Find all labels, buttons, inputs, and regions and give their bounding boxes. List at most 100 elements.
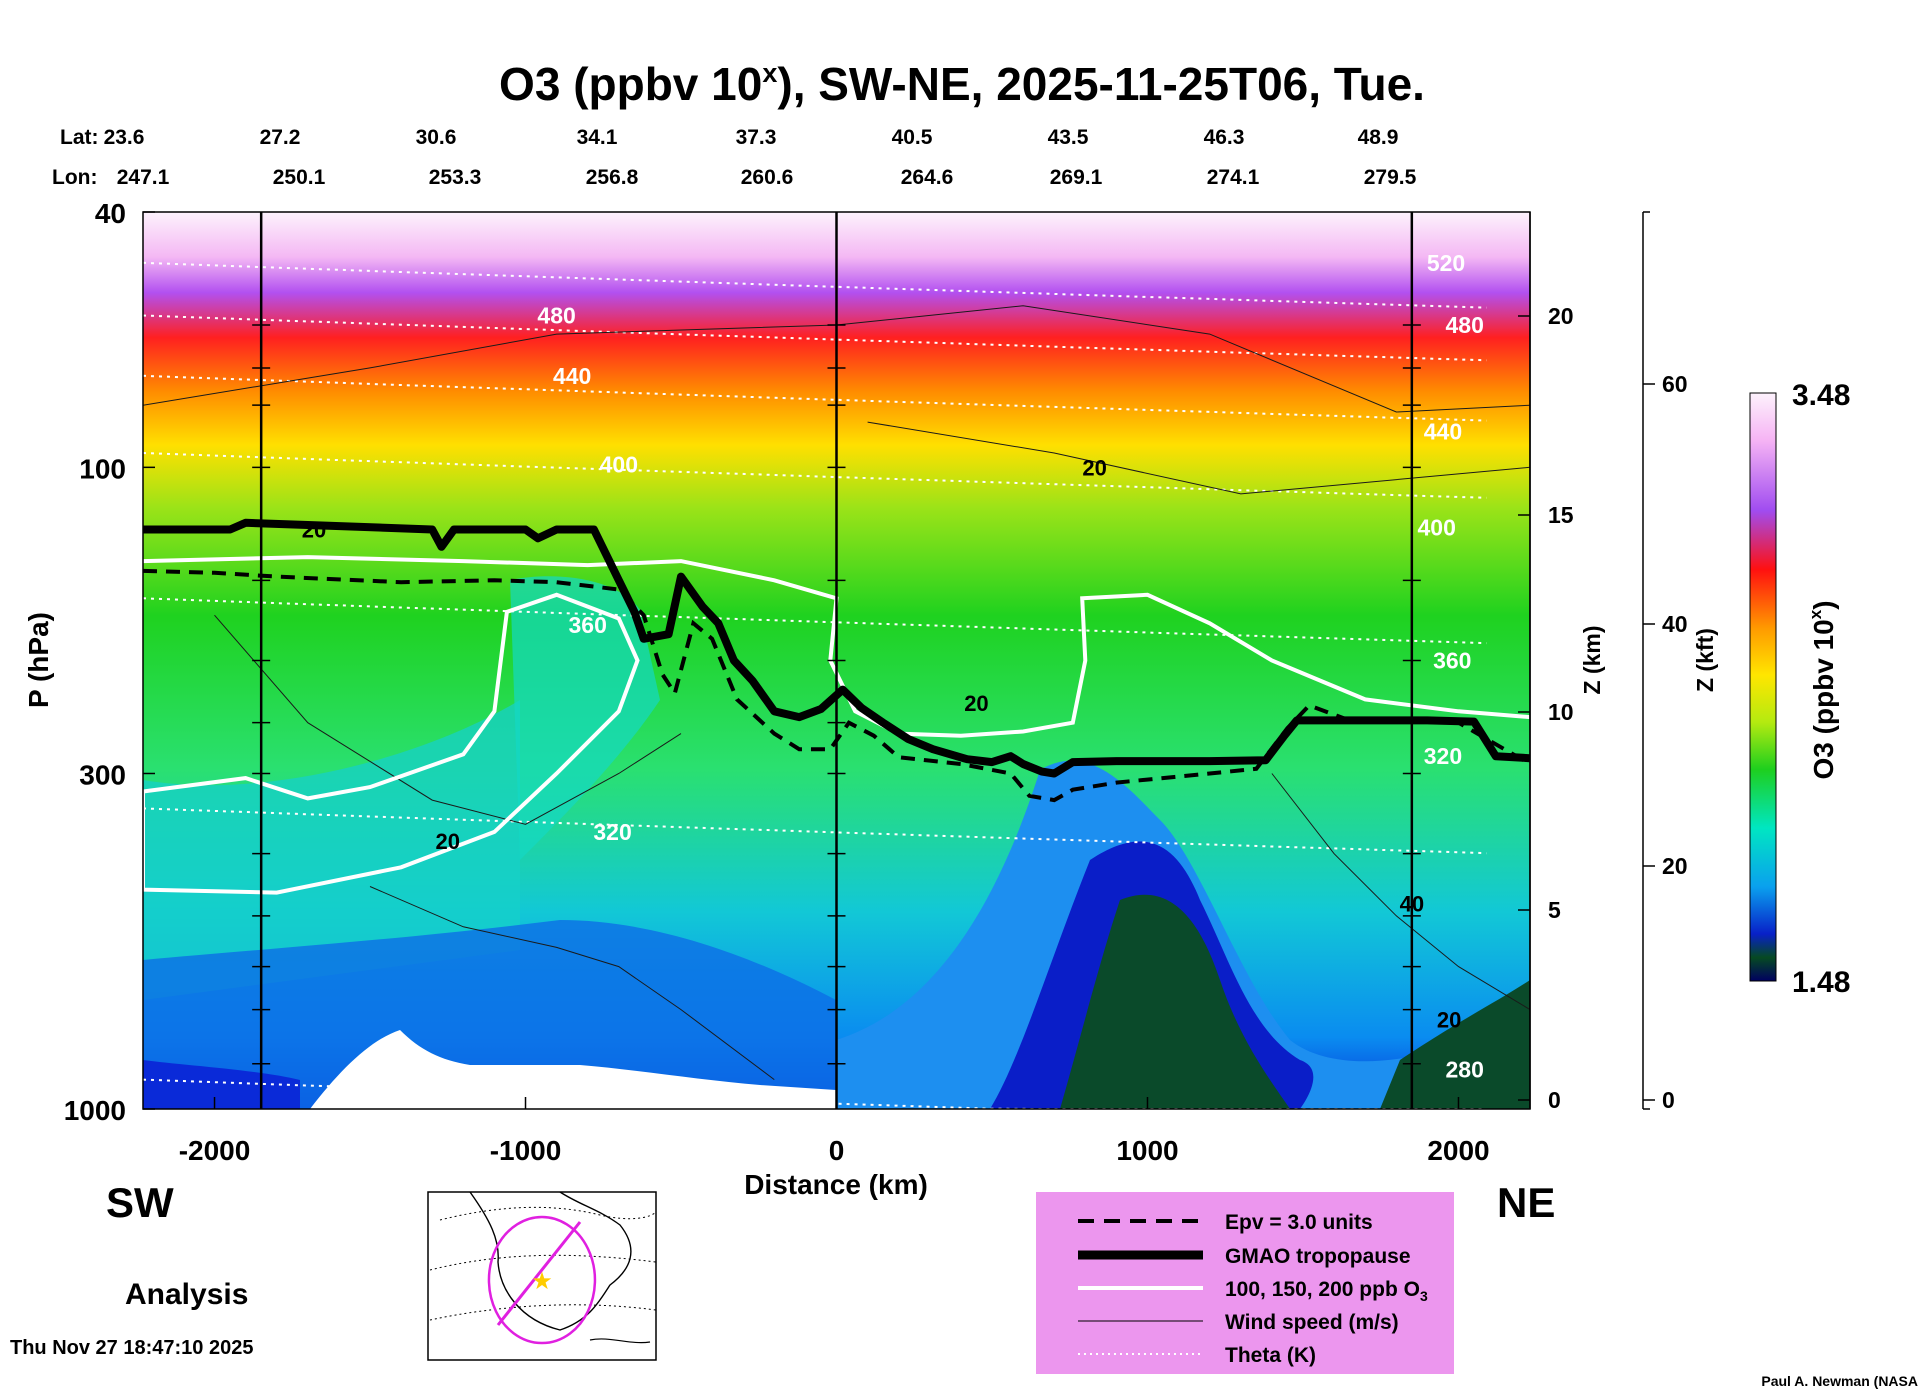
wind-label: 40 <box>1400 891 1424 916</box>
lat-value: 40.5 <box>892 126 933 149</box>
y-tick-label: 1000 <box>64 1095 126 1126</box>
lon-value: 253.3 <box>429 166 482 189</box>
theta-label: 400 <box>600 452 638 478</box>
theta-label: 480 <box>537 303 575 329</box>
inset-center-star: ★ <box>531 1268 553 1295</box>
theta-label: 360 <box>569 612 607 638</box>
x-axis-label: Distance (km) <box>744 1169 928 1200</box>
colorbar-min-label: 1.48 <box>1792 966 1850 999</box>
y-tick-label: 100 <box>79 453 126 484</box>
ozone-darkgreen-region <box>1060 894 1290 1109</box>
legend: Epv = 3.0 units GMAO tropopause 100, 150, … <box>1078 1211 1428 1367</box>
ozone-blue-left-region <box>143 920 836 1109</box>
lat-header-label: Lat: <box>60 126 99 149</box>
inset-map: ★ <box>427 1191 657 1361</box>
epv-dashed-line <box>143 568 1530 803</box>
lat-value: 46.3 <box>1204 126 1245 149</box>
x-tick-label: 1000 <box>1116 1135 1178 1166</box>
z-km-tick-label: 10 <box>1548 699 1574 725</box>
lon-value: 274.1 <box>1207 166 1260 189</box>
epv-contour <box>143 568 1530 803</box>
y-tick-label: 300 <box>79 759 126 790</box>
z-kft-tick-label: 60 <box>1662 371 1688 397</box>
wind-speed-contours <box>143 305 1530 1080</box>
legend-label: Epv = 3.0 units <box>1225 1211 1373 1234</box>
gmao-tropopause <box>143 518 1530 778</box>
x-tick-label: 2000 <box>1427 1135 1489 1166</box>
legend-label: Theta (K) <box>1225 1344 1316 1367</box>
timestamp: Thu Nov 27 18:47:10 2025 <box>10 1337 253 1359</box>
wind-isotach <box>214 614 682 825</box>
lon-value: 279.5 <box>1364 166 1417 189</box>
theta-line <box>143 314 1487 362</box>
x-axis: -2000 -1000 0 1000 2000 <box>179 1097 1490 1166</box>
lat-value: 34.1 <box>577 126 618 149</box>
z-kft-tick-label: 40 <box>1662 611 1688 637</box>
legend-label: Wind speed (m/s) <box>1225 1311 1399 1334</box>
theta-label: 400 <box>1418 514 1456 540</box>
vertical-marker-lines <box>252 212 1421 1109</box>
z-km-tick-label: 5 <box>1548 897 1561 923</box>
lat-value: 48.9 <box>1358 126 1399 149</box>
lon-value: 247.1 <box>117 166 170 189</box>
analysis-label: Analysis <box>125 1278 248 1311</box>
z-kft-axis: 60 40 20 0 <box>1642 211 1688 1113</box>
ozone-100ppb-contour <box>143 592 640 895</box>
z-km-tick-label: 15 <box>1548 502 1574 528</box>
z-km-tick-label: 0 <box>1548 1087 1561 1113</box>
wind-label: 20 <box>436 829 460 854</box>
wind-isotach <box>867 421 1530 495</box>
ozone-cyan-mid-region <box>510 576 660 860</box>
ozone-cyan-left-region <box>143 700 520 1000</box>
colorbar-title: O3 (ppbv 10x) <box>1806 600 1839 779</box>
x-tick-label: -2000 <box>179 1135 251 1166</box>
lon-value: 269.1 <box>1050 166 1103 189</box>
wind-isotach <box>369 886 775 1080</box>
wind-isotach <box>143 305 1530 413</box>
z-km-axis: 20 15 10 5 0 <box>1518 212 1574 1113</box>
inset-domain-circle <box>487 1215 597 1345</box>
z-km-axis-label: Z (km) <box>1579 626 1605 695</box>
lon-value: 256.8 <box>586 166 639 189</box>
theta-line <box>143 374 1487 422</box>
theta-label: 520 <box>1427 250 1465 276</box>
theta-label: 440 <box>553 363 591 389</box>
colorbar <box>1749 392 1777 982</box>
y-axis-label: P (hPa) <box>23 612 54 708</box>
theta-line <box>143 452 1487 499</box>
lat-value: 43.5 <box>1048 126 1089 149</box>
y-axis: 40 100 300 1000 <box>64 198 155 1126</box>
z-kft-tick-label: 20 <box>1662 853 1688 879</box>
tropopause-line <box>143 518 1530 778</box>
chart-title: O3 (ppbv 10x), SW-NE, 2025-11-25T06, Tue… <box>499 58 1425 110</box>
wind-label: 20 <box>302 518 326 543</box>
theta-label: 280 <box>1446 1057 1484 1083</box>
lat-value: 37.3 <box>736 126 777 149</box>
lon-value: 264.6 <box>901 166 954 189</box>
theta-label: 360 <box>1433 648 1471 674</box>
theta-labels: 520 480 480 440 440 400 400 360 360 320 320 280 <box>537 250 1483 1083</box>
theta-line <box>143 597 1487 645</box>
lat-lon-rows: 23.6 27.2 30.6 34.1 37.3 40.5 43.5 46.3 48.9 247.… <box>104 126 1417 189</box>
z-kft-tick-label: 0 <box>1662 1087 1675 1113</box>
wind-isotach <box>1271 773 1530 1011</box>
legend-label: GMAO tropopause <box>1225 1245 1411 1268</box>
ozone-white-contours <box>143 555 1530 895</box>
z-km-tick-label: 20 <box>1548 303 1574 329</box>
ozone-150ppb-contour <box>143 555 1530 738</box>
theta-label: 480 <box>1446 312 1484 338</box>
lon-value: 260.6 <box>741 166 794 189</box>
wind-speed-labels: 20 20 20 20 40 20 <box>302 455 1462 1032</box>
theta-line <box>143 807 1487 855</box>
wind-label: 20 <box>1437 1007 1461 1032</box>
lon-value: 250.1 <box>273 166 326 189</box>
lat-value: 27.2 <box>260 126 301 149</box>
theta-line <box>143 1078 1487 1109</box>
y-tick-label: 40 <box>95 198 126 229</box>
credit: Paul A. Newman (NASA <box>1761 1373 1918 1389</box>
lat-value: 30.6 <box>416 126 457 149</box>
legend-label: 100, 150, 200 ppb O3 <box>1225 1278 1428 1304</box>
theta-contours <box>143 261 1487 1109</box>
